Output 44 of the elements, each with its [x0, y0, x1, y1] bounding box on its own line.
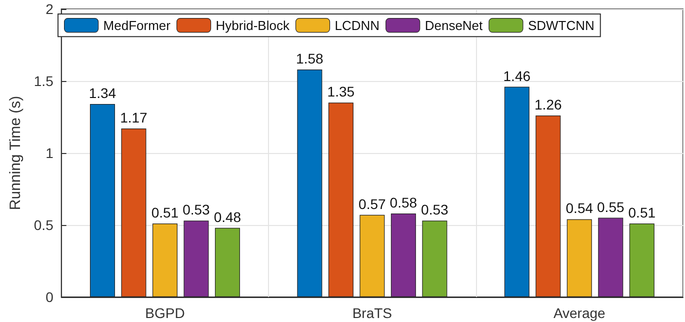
data-label: 1.58 [296, 50, 324, 66]
x-tick-label: Average [553, 305, 606, 321]
data-label: 0.54 [566, 200, 594, 216]
data-label: 0.48 [214, 208, 242, 225]
y-tick-label: 1.5 [34, 73, 54, 89]
bar [328, 102, 354, 297]
data-label: 1.17 [120, 110, 148, 126]
data-label: 1.26 [534, 96, 562, 113]
bar [536, 116, 561, 297]
bar [297, 69, 322, 297]
bar [629, 224, 654, 297]
bar [184, 220, 209, 297]
data-label: 0.51 [628, 204, 656, 221]
legend-label: Hybrid-Block [216, 18, 290, 33]
data-label: 0.55 [597, 198, 624, 215]
bar [598, 218, 624, 297]
bar [214, 228, 240, 297]
bar [152, 224, 178, 297]
y-tick-label: 0.5 [34, 217, 54, 233]
bar [121, 128, 146, 297]
bar [90, 104, 115, 297]
y-tick-label: 2 [46, 1, 54, 17]
y-tick-label: 0 [46, 289, 54, 305]
data-label: 1.46 [503, 68, 531, 84]
data-label: 0.53 [421, 202, 449, 218]
bar [504, 86, 530, 297]
data-label: 0.58 [390, 194, 418, 210]
bar [360, 214, 385, 297]
data-label: 1.35 [327, 84, 355, 100]
bar [390, 213, 416, 297]
data-label: 1.34 [88, 85, 116, 102]
bar [566, 219, 592, 297]
legend-label: LCDNN [334, 18, 380, 33]
data-label: 0.57 [358, 196, 386, 212]
legend-label: MedFormer [103, 18, 172, 33]
data-label: 0.51 [151, 204, 179, 221]
x-tick-label: BraTS [352, 305, 392, 321]
bar [422, 220, 448, 297]
y-axis-title: Running Time (s) [7, 96, 24, 210]
legend-label: SDWTCNN [528, 18, 594, 33]
data-label: 0.53 [182, 202, 210, 218]
y-tick-label: 1 [46, 145, 54, 161]
x-tick-label: BGPD [145, 305, 185, 321]
legend-label: DenseNet [424, 18, 484, 33]
